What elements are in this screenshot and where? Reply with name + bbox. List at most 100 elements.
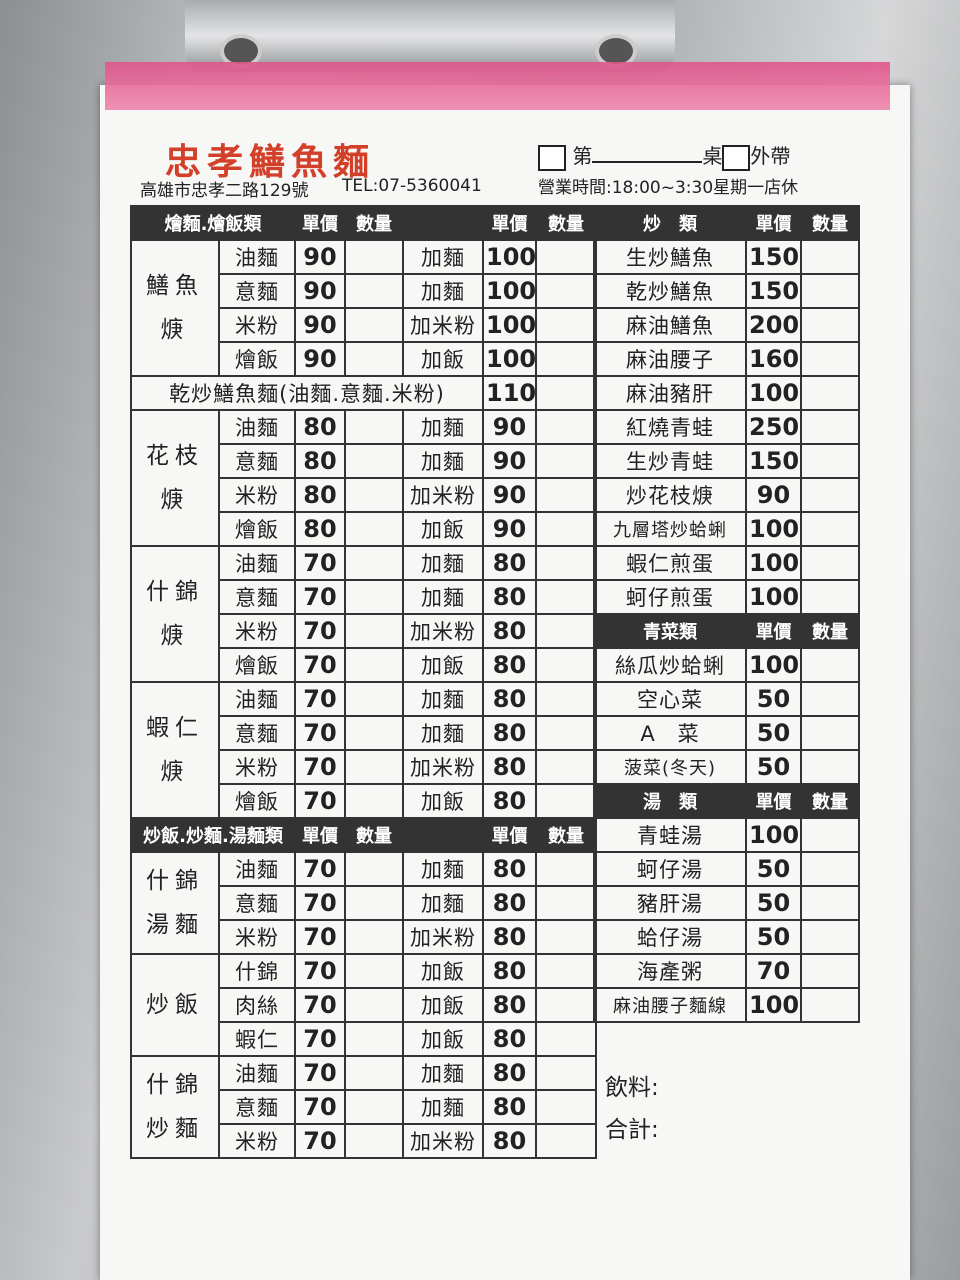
price: 80	[294, 409, 346, 445]
qty-cell	[800, 239, 860, 275]
takeout: 外帶	[750, 144, 791, 168]
qty-cell	[344, 409, 404, 445]
group-name-line: 焿	[160, 487, 190, 513]
extra-item: 加米粉	[402, 1123, 484, 1159]
price: 100	[745, 817, 802, 853]
extra-item: 加麵	[402, 443, 484, 479]
price: 70	[294, 647, 346, 683]
qty-cell	[535, 579, 597, 615]
group-name-line: 蝦仁	[146, 715, 204, 741]
item-name: 乾炒鱔魚麵(油麵.意麵.米粉)	[130, 375, 484, 411]
dine-in-checkbox[interactable]	[538, 144, 566, 171]
qty-cell	[535, 647, 597, 683]
qty-cell	[535, 1055, 597, 1091]
item-name: 菠菜(冬天)	[593, 749, 747, 785]
price: 80	[294, 477, 346, 513]
extra-price: 80	[482, 749, 537, 785]
item-name: 生炒鱔魚	[593, 239, 747, 275]
item-name: 米粉	[218, 613, 296, 649]
price: 200	[745, 307, 802, 343]
extra-price: 100	[482, 273, 537, 309]
extra-price: 100	[482, 307, 537, 343]
right-menu-table: 炒 類單價 數量 生炒鱔魚 150 乾炒鱔魚 150 麻油鱔魚 200 麻油腰子 160 麻油豬肝 1…	[593, 205, 860, 1023]
price-header: 單價	[745, 783, 802, 819]
extra-item: 加飯	[402, 341, 484, 377]
group-name: 蝦仁焿	[130, 681, 220, 819]
group-name: 什錦焿	[130, 545, 220, 683]
qty-header: 數量	[344, 817, 404, 853]
group-name-line: 湯麵	[146, 912, 204, 938]
qty-cell	[535, 511, 597, 547]
section-title: 炒 類	[593, 205, 747, 241]
qty-cell	[344, 443, 404, 479]
menu-row: 麻油腰子麵線 100	[593, 987, 860, 1023]
group-name: 什錦 湯麵	[130, 851, 220, 955]
item-name: 意麵	[218, 273, 296, 309]
menu-row: A 菜 50	[593, 715, 860, 751]
extra-price: 90	[482, 409, 537, 445]
item-name: 意麵	[218, 579, 296, 615]
price: 100	[745, 647, 802, 683]
group-name: 鱔魚焿	[130, 239, 220, 377]
menu-row: 意麵 70 加麵 80	[131, 885, 597, 921]
qty-cell	[344, 919, 404, 955]
price: 70	[294, 851, 346, 887]
price: 70	[294, 1021, 346, 1057]
item-name: 絲瓜炒蛤蜊	[593, 647, 747, 683]
extra-item: 加麵	[402, 1055, 484, 1091]
group-name-line: 炒飯	[146, 992, 204, 1018]
takeout-checkbox[interactable]	[722, 144, 751, 171]
extra-item: 加麵	[402, 1089, 484, 1125]
price: 90	[294, 307, 346, 343]
address: 高雄市忠孝二路129號	[140, 181, 309, 201]
group-name: 炒飯	[130, 953, 220, 1057]
qty-cell	[800, 919, 860, 955]
qty-cell	[800, 579, 860, 615]
qty-cell	[344, 511, 404, 547]
qty-cell	[344, 477, 404, 513]
qty-cell	[344, 783, 404, 819]
price: 50	[745, 919, 802, 955]
item-name: 油麵	[218, 239, 296, 275]
section-title: 炒飯.炒麵.湯麵類	[130, 817, 296, 853]
extra-price: 80	[482, 919, 537, 955]
extra-price: 90	[482, 477, 537, 513]
group-name: 什錦 炒麵	[130, 1055, 220, 1159]
qty-header: 數量	[344, 205, 404, 241]
price: 70	[294, 749, 346, 785]
qty-cell	[800, 681, 860, 717]
menu-row: 乾炒鱔魚麵(油麵.意麵.米粉) 110	[130, 375, 597, 411]
qty-cell	[535, 749, 597, 785]
qty-cell	[344, 307, 404, 343]
qty-cell	[344, 1021, 404, 1057]
qty-cell	[535, 341, 597, 377]
price: 70	[294, 715, 346, 751]
price: 70	[745, 953, 802, 989]
menu-row: 蝦仁焿油麵 70 加麵 80	[130, 681, 597, 819]
qty-cell	[535, 919, 597, 955]
price: 70	[294, 987, 346, 1023]
menu-row: 肉絲 70 加飯 80	[131, 987, 597, 1023]
qty-cell	[800, 885, 860, 921]
price: 80	[294, 511, 346, 547]
price: 70	[294, 545, 346, 581]
menu-row: 鱔魚焿油麵 90 加麵 100	[130, 239, 597, 377]
qty-cell	[800, 817, 860, 853]
qty-cell	[344, 953, 404, 989]
qty-cell	[800, 953, 860, 989]
price: 100	[745, 375, 802, 411]
group-name-line: 什錦	[146, 868, 204, 894]
item-name: 生炒青蛙	[593, 443, 747, 479]
extra-item: 加麵	[402, 851, 484, 887]
item-name: 米粉	[218, 1123, 296, 1159]
extra-item: 加米粉	[402, 919, 484, 955]
extra-item: 加飯	[402, 511, 484, 547]
price: 100	[745, 579, 802, 615]
qty-cell	[344, 239, 404, 275]
item-name: 燴飯	[218, 783, 296, 819]
section-title: 青菜類	[593, 613, 747, 649]
item-name: 意麵	[218, 443, 296, 479]
phone: TEL:07-5360041	[342, 176, 482, 196]
qty-cell	[800, 443, 860, 479]
